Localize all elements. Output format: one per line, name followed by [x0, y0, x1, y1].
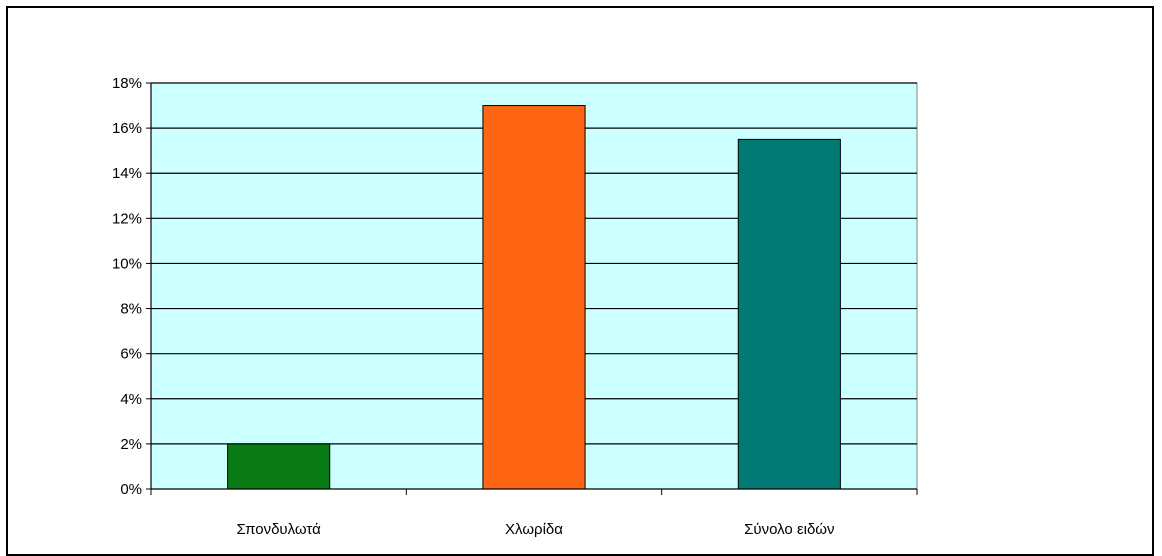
y-tick-label: 12%: [112, 210, 142, 227]
x-category-label: Σύνολο ειδών: [744, 521, 834, 538]
y-tick-label: 8%: [120, 301, 142, 318]
bar-2: [482, 105, 586, 490]
bars: [227, 105, 841, 490]
y-tick-label: 0%: [120, 481, 142, 498]
y-tick-label: 14%: [112, 165, 142, 182]
y-tick-label: 4%: [120, 391, 142, 408]
y-tick-labels: 0% 2% 4% 6% 8% 10% 12% 14% 16% 18%: [112, 75, 142, 498]
bar-3: [737, 138, 841, 490]
axes: [146, 82, 918, 495]
x-category-label: Χλωρίδα: [505, 521, 563, 538]
y-tick-label: 18%: [112, 75, 142, 92]
y-tick-label: 2%: [120, 436, 142, 453]
x-category-label: Σπονδυλωτά: [237, 521, 322, 538]
x-category-labels: Σπονδυλωτά Χλωρίδα Σύνολο ειδών: [237, 521, 835, 538]
y-tick-label: 6%: [120, 346, 142, 363]
bar-1: [227, 443, 331, 490]
y-tick-label: 10%: [112, 255, 142, 272]
y-tick-label: 16%: [112, 120, 142, 137]
